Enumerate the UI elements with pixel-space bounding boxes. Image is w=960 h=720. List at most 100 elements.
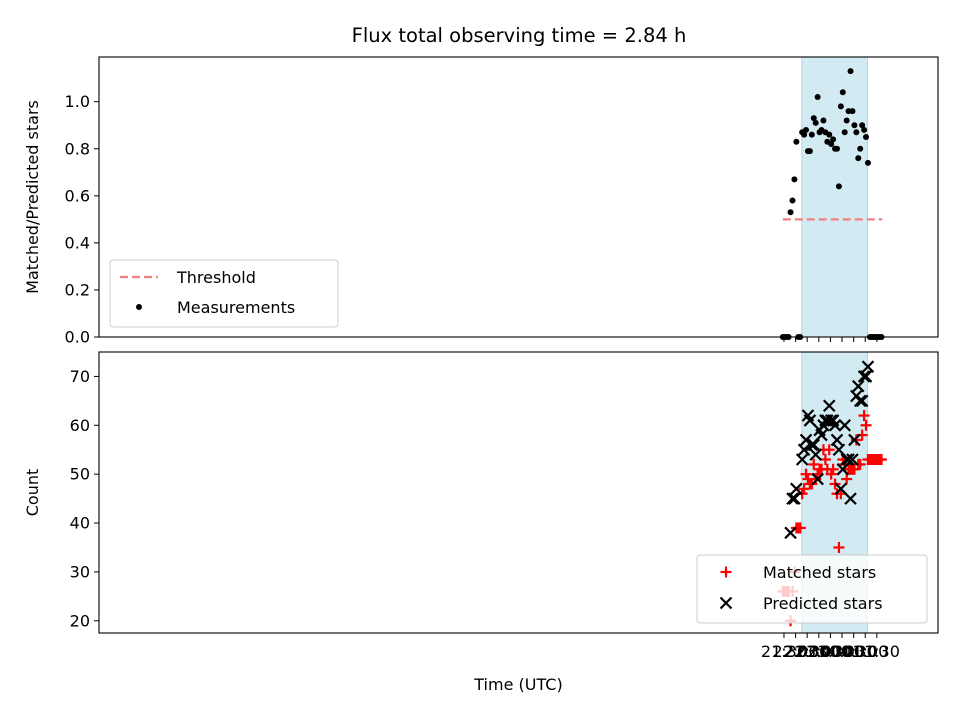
measurement-point — [820, 117, 827, 124]
matched-star-point — [841, 473, 853, 485]
cross-b — [857, 370, 871, 383]
matched-star-point — [827, 463, 839, 475]
measurement-point — [843, 117, 850, 124]
predicted-star-point — [830, 433, 844, 447]
bottom-panel: 20 30 40 50 60 70 21:3022:0022:3023:0023:3000:… — [23, 351, 939, 694]
cross-b — [795, 453, 809, 466]
legend-box — [109, 259, 339, 328]
y-tick-label: 70 — [70, 367, 90, 386]
x-tick-label: 23:00 — [796, 642, 842, 661]
cross-b — [826, 414, 840, 427]
y-tick-label: 0.8 — [65, 139, 90, 158]
cross-b — [861, 360, 875, 373]
y-tick-label: 0.2 — [65, 280, 90, 299]
legend-top: Threshold Measurements — [109, 259, 339, 328]
cross-b — [834, 482, 848, 496]
cross-b — [848, 433, 861, 447]
cross-b — [832, 443, 846, 457]
chart-title: Flux total observing time = 2.84 h — [352, 24, 687, 47]
measurement-point — [789, 197, 796, 204]
predicted-star-point — [838, 419, 852, 432]
measurement-point — [826, 131, 833, 138]
measurement-point — [853, 129, 860, 136]
cross-b — [830, 433, 844, 447]
measurement-point — [814, 94, 821, 100]
cross-b — [855, 394, 869, 408]
y-tick-label: 30 — [70, 562, 90, 581]
cross-b — [815, 428, 828, 442]
predicted-star-point — [842, 453, 855, 466]
predicted-star-point — [795, 453, 809, 466]
legend-matched-label: Matched stars — [763, 563, 876, 582]
predicted-star-point — [809, 448, 822, 461]
y-tick-label: 40 — [70, 514, 90, 533]
measurement-point — [849, 108, 856, 115]
cross-b — [801, 409, 815, 422]
measurement-point — [833, 145, 840, 152]
measurement-point — [837, 103, 844, 110]
measurement-point — [859, 122, 866, 129]
predicted-star-point — [788, 492, 801, 505]
observing-span — [801, 56, 869, 338]
predicted-star-point — [807, 438, 821, 452]
cross-b — [784, 526, 797, 540]
measurement-point — [855, 155, 862, 162]
y-tick-label: 20 — [70, 611, 90, 630]
cross-b — [786, 492, 799, 505]
matched-star-point — [860, 419, 872, 431]
predicted-star-point — [848, 433, 861, 447]
measurement-point — [793, 138, 800, 145]
matched-star-point — [858, 410, 870, 422]
cross-b — [842, 453, 855, 466]
predicted-star-point — [846, 453, 859, 466]
top-panel: 0.0 0.2 0.4 0.6 0.8 1.0 Matched/Predicted star… — [23, 56, 939, 347]
measurement-point — [851, 122, 858, 129]
matched-star-point — [798, 483, 810, 495]
predicted-star-point — [784, 526, 797, 540]
predicted-star-point — [836, 463, 850, 476]
cross-b — [838, 419, 852, 432]
predicted-star-point — [852, 379, 865, 393]
cross-b — [853, 394, 867, 408]
matched-star-point — [800, 468, 812, 480]
predicted-star-point — [790, 482, 803, 496]
measurement-point — [801, 131, 808, 138]
predicted-star-point — [844, 492, 857, 505]
legend-matched-swatch — [720, 566, 732, 578]
predicted-star-point — [803, 414, 817, 427]
legend-measurement-swatch — [136, 304, 142, 310]
y-tick-label: 0.4 — [65, 233, 90, 252]
cross-b — [797, 443, 811, 457]
predicted-star-point — [861, 360, 875, 373]
cross-b — [844, 492, 857, 505]
cross-b — [828, 419, 842, 432]
legend-measurement-label: Measurements — [177, 298, 295, 317]
predicted-star-point — [855, 394, 869, 408]
predicted-star-point — [832, 443, 846, 457]
legend-threshold-label: Threshold — [176, 268, 256, 287]
measurement-point — [830, 136, 837, 143]
cross-b — [805, 438, 819, 452]
measurement-point — [812, 119, 819, 126]
y-tick-label: 60 — [70, 416, 90, 435]
measurement-point — [841, 129, 848, 136]
y-tick-label: 50 — [70, 465, 90, 484]
measurement-point — [839, 89, 846, 96]
matched-star-point — [850, 434, 862, 446]
x-axis-label: Time (UTC) — [473, 675, 562, 694]
measurement-point — [803, 126, 810, 133]
cross-b — [822, 399, 836, 413]
matched-star-point — [808, 458, 820, 470]
legend-bottom: Matched stars Predicted stars — [696, 554, 928, 624]
predicted-star-point — [797, 443, 811, 457]
cross-b — [803, 414, 817, 427]
cross-b — [719, 596, 733, 610]
matched-star-point — [825, 468, 837, 480]
measurement-point — [864, 159, 871, 166]
predicted-star-point — [786, 492, 799, 505]
predicted-star-point — [853, 394, 867, 408]
cross-b — [836, 463, 850, 476]
y-tick-label: 0.6 — [65, 186, 90, 205]
x-tick-label: 00:30 — [831, 642, 877, 661]
